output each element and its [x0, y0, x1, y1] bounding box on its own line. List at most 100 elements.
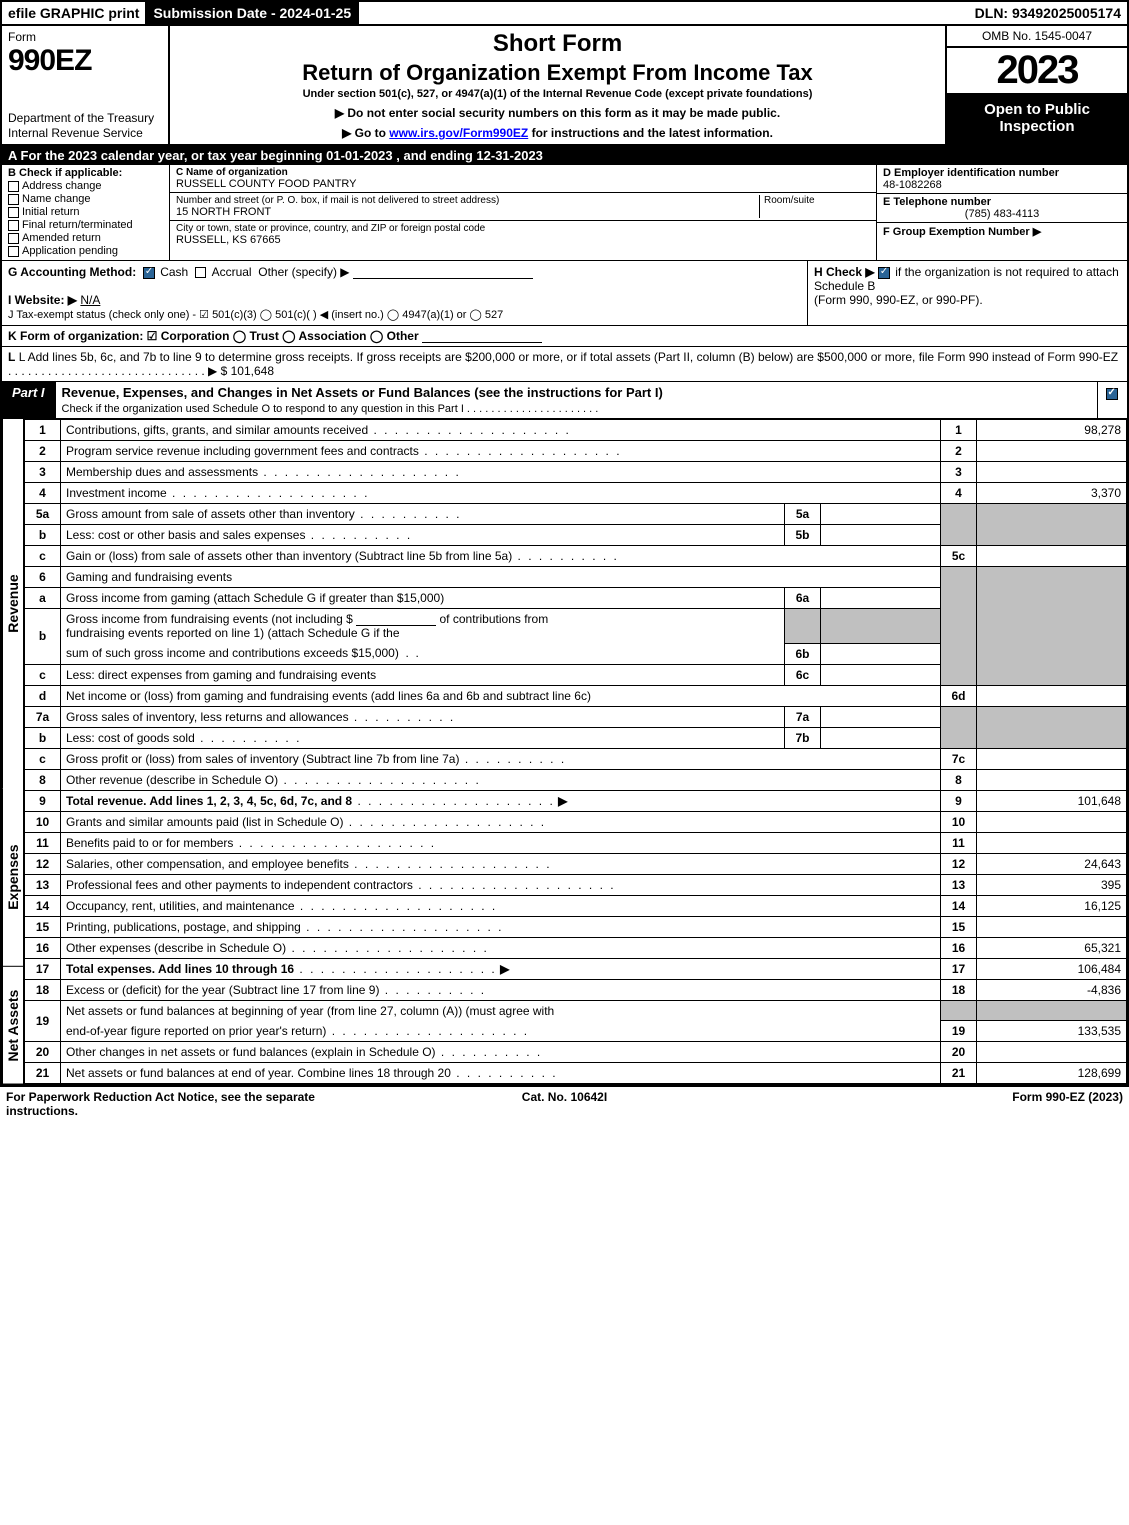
chk-schedule-b[interactable]	[878, 267, 890, 279]
k-other-blank[interactable]	[422, 329, 542, 343]
goto-instructions: ▶ Go to www.irs.gov/Form990EZ for instru…	[176, 126, 939, 140]
part-1-check[interactable]	[1097, 382, 1127, 418]
lines-table: 1 Contributions, gifts, grants, and simi…	[24, 419, 1127, 1084]
accrual-label: Accrual	[212, 265, 252, 279]
part-1-tag: Part I	[2, 382, 56, 418]
col-b: B Check if applicable: Address change Na…	[2, 165, 170, 260]
g-accounting: G Accounting Method: Cash Accrual Other …	[2, 261, 807, 325]
part-1-header: Part I Revenue, Expenses, and Changes in…	[2, 382, 1127, 419]
h-check: H Check ▶ if the organization is not req…	[807, 261, 1127, 325]
line-17: 17 Total expenses. Add lines 10 through …	[25, 958, 1127, 979]
vertical-labels: Revenue Expenses Net Assets	[2, 419, 24, 1084]
line-14: 14 Occupancy, rent, utilities, and maint…	[25, 895, 1127, 916]
g-label: G Accounting Method:	[8, 265, 136, 279]
omb-number: OMB No. 1545-0047	[947, 26, 1127, 48]
k-org: K Form of organization: ☑ Corporation ◯ …	[2, 326, 1127, 347]
line-7c: c Gross profit or (loss) from sales of i…	[25, 748, 1127, 769]
org-name: RUSSELL COUNTY FOOD PANTRY	[176, 178, 870, 190]
topbar-spacer	[359, 2, 969, 24]
open-to-public: Open to Public Inspection	[947, 95, 1127, 144]
c-name-label: C Name of organization	[176, 167, 870, 178]
line-6: 6 Gaming and fundraising events	[25, 567, 1127, 588]
line-16: 16 Other expenses (describe in Schedule …	[25, 937, 1127, 958]
line-11: 11 Benefits paid to or for members 11	[25, 832, 1127, 853]
chk-final-return[interactable]: Final return/terminated	[8, 219, 163, 231]
paperwork-notice: For Paperwork Reduction Act Notice, see …	[6, 1090, 378, 1118]
efile-print[interactable]: efile GRAPHIC print	[2, 2, 147, 24]
dept-label: Department of the Treasury Internal Reve…	[8, 111, 162, 140]
line-18: 18 Excess or (deficit) for the year (Sub…	[25, 979, 1127, 1000]
lines-column: 1 Contributions, gifts, grants, and simi…	[24, 419, 1127, 1084]
line-5c: c Gain or (loss) from sale of assets oth…	[25, 546, 1127, 567]
goto-post: for instructions and the latest informat…	[528, 126, 773, 140]
row-bcdef: B Check if applicable: Address change Na…	[2, 165, 1127, 261]
vlabel-revenue: Revenue	[2, 419, 23, 789]
return-title: Return of Organization Exempt From Incom…	[176, 60, 939, 86]
col-def: D Employer identification number 48-1082…	[877, 165, 1127, 260]
chk-app-pending[interactable]: Application pending	[8, 245, 163, 257]
chk-cash[interactable]	[143, 267, 155, 279]
other-label: Other (specify) ▶	[258, 265, 349, 279]
j-status: J Tax-exempt status (check only one) - ☑…	[8, 309, 503, 321]
cat-no: Cat. No. 10642I	[378, 1090, 750, 1118]
submission-date: Submission Date - 2024-01-25	[147, 2, 359, 24]
h-pre: H Check ▶	[814, 265, 878, 279]
dln: DLN: 93492025005174	[969, 2, 1127, 24]
page-footer: For Paperwork Reduction Act Notice, see …	[0, 1086, 1129, 1121]
ssn-warning: ▶ Do not enter social security numbers o…	[176, 106, 939, 120]
ein: 48-1082268	[883, 179, 1121, 191]
header-left: Form 990EZ Department of the Treasury In…	[2, 26, 170, 144]
f-label: F Group Exemption Number ▶	[883, 226, 1041, 238]
telephone: (785) 483-4113	[883, 208, 1121, 220]
line-4: 4 Investment income 4 3,370	[25, 483, 1127, 504]
subline: Under section 501(c), 527, or 4947(a)(1)…	[176, 88, 939, 100]
line-7a: 7a Gross sales of inventory, less return…	[25, 706, 1127, 727]
line-8: 8 Other revenue (describe in Schedule O)…	[25, 769, 1127, 790]
line-20: 20 Other changes in net assets or fund b…	[25, 1042, 1127, 1063]
vlabel-expenses: Expenses	[2, 789, 23, 967]
line-15: 15 Printing, publications, postage, and …	[25, 916, 1127, 937]
form-number: 990EZ	[8, 44, 91, 77]
form-header: Form 990EZ Department of the Treasury In…	[2, 26, 1127, 146]
line-12: 12 Salaries, other compensation, and emp…	[25, 853, 1127, 874]
line-1: 1 Contributions, gifts, grants, and simi…	[25, 420, 1127, 441]
goto-pre: ▶ Go to	[342, 126, 389, 140]
line-19b: end-of-year figure reported on prior yea…	[25, 1021, 1127, 1042]
b-label: B Check if applicable:	[8, 167, 163, 179]
room-label: Room/suite	[764, 195, 870, 206]
chk-address-change[interactable]: Address change	[8, 180, 163, 192]
topbar: efile GRAPHIC print Submission Date - 20…	[2, 2, 1127, 26]
chk-name-change[interactable]: Name change	[8, 193, 163, 205]
line-3: 3 Membership dues and assessments 3	[25, 462, 1127, 483]
cash-label: Cash	[160, 265, 188, 279]
i-label: I Website: ▶	[8, 293, 77, 307]
chk-accrual[interactable]	[195, 267, 206, 278]
tax-year: 2023	[947, 48, 1127, 95]
l-amount: 101,648	[231, 364, 274, 378]
vlabel-netassets: Net Assets	[2, 967, 23, 1085]
form-label: Form	[8, 30, 36, 44]
part-1-checkline: Check if the organization used Schedule …	[62, 403, 599, 415]
chk-amended[interactable]: Amended return	[8, 232, 163, 244]
line-2: 2 Program service revenue including gove…	[25, 441, 1127, 462]
street-address: 15 NORTH FRONT	[176, 206, 755, 218]
other-blank[interactable]	[353, 265, 533, 279]
section-a: A For the 2023 calendar year, or tax yea…	[2, 146, 1127, 165]
form-990ez-page: efile GRAPHIC print Submission Date - 20…	[0, 0, 1129, 1086]
main-grid: Revenue Expenses Net Assets 1 Contributi…	[2, 419, 1127, 1084]
l-row: L L Add lines 5b, 6c, and 7b to line 9 t…	[2, 347, 1127, 382]
line-10: 10 Grants and similar amounts paid (list…	[25, 811, 1127, 832]
d-label: D Employer identification number	[883, 167, 1121, 179]
form-footer-id: Form 990-EZ (2023)	[751, 1090, 1123, 1118]
col-c: C Name of organization RUSSELL COUNTY FO…	[170, 165, 877, 260]
chk-initial-return[interactable]: Initial return	[8, 206, 163, 218]
line-5a: 5a Gross amount from sale of assets othe…	[25, 504, 1127, 525]
city-state-zip: RUSSELL, KS 67665	[176, 234, 870, 246]
line-21: 21 Net assets or fund balances at end of…	[25, 1063, 1127, 1084]
website: N/A	[80, 293, 100, 307]
k-text: K Form of organization: ☑ Corporation ◯ …	[8, 329, 419, 343]
irs-link[interactable]: www.irs.gov/Form990EZ	[389, 126, 528, 140]
part-1-title: Revenue, Expenses, and Changes in Net As…	[56, 382, 1097, 418]
city-label: City or town, state or province, country…	[176, 223, 870, 234]
header-right: OMB No. 1545-0047 2023 Open to Public In…	[947, 26, 1127, 144]
